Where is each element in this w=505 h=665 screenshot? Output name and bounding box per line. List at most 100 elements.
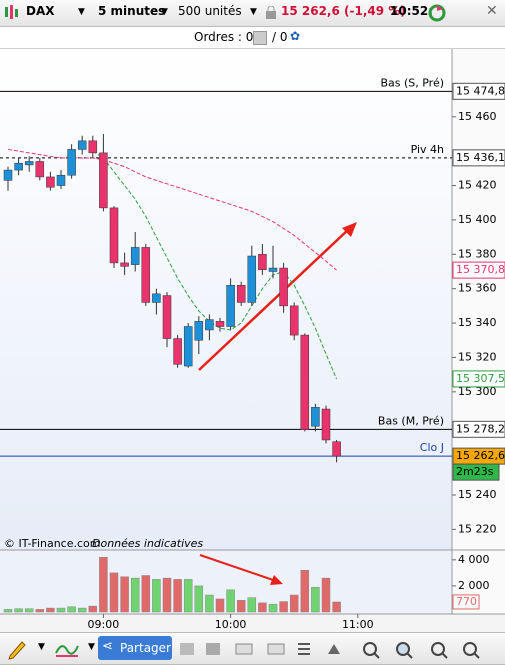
time-axis <box>0 614 505 632</box>
share-button[interactable]: ⋖ Partager <box>98 636 172 660</box>
candle-body <box>14 162 23 171</box>
y-tick-label: 15 360 <box>458 282 497 295</box>
level-name: Piv 4h <box>411 143 444 156</box>
volume-bar <box>88 605 98 613</box>
timeframe[interactable]: 5 minutes <box>98 4 166 18</box>
close-button[interactable]: ✕ <box>486 3 498 19</box>
trend-arrow <box>198 227 351 371</box>
disclaimer: Données indicatives <box>92 537 203 550</box>
volume-bar <box>77 607 87 613</box>
volume-bar <box>46 607 55 613</box>
refresh-icon[interactable] <box>426 3 448 23</box>
candle <box>120 252 129 275</box>
candle <box>194 316 204 355</box>
candle <box>247 245 257 306</box>
candle <box>332 439 341 463</box>
candle <box>183 323 193 368</box>
dropdown-arrow[interactable]: ▼ <box>250 7 257 17</box>
pencil-tool[interactable] <box>6 638 28 660</box>
orders-bar: Ordres : 0 / 0 ✿ <box>0 27 505 49</box>
candle <box>279 262 288 313</box>
arrow-head <box>270 575 283 585</box>
y-tick-label: 15 320 <box>458 350 497 363</box>
candle-body <box>332 441 341 457</box>
volume-bar <box>141 575 151 613</box>
candle-body <box>109 207 119 264</box>
candle <box>46 171 55 191</box>
candle-body <box>35 161 45 178</box>
candle-body <box>3 169 13 181</box>
instrument[interactable]: DAX <box>26 4 55 18</box>
clock: 10:52: <box>390 4 433 18</box>
volume-bar <box>67 606 76 613</box>
candle <box>88 135 98 159</box>
volume-bar <box>258 602 267 613</box>
tool-icons[interactable] <box>178 640 498 660</box>
candle <box>109 206 119 269</box>
quote: 15 262,6 (-1,49 %) <box>281 4 406 18</box>
countdown: 2m23s <box>456 465 494 478</box>
candle-body <box>67 149 76 176</box>
candle <box>77 135 87 155</box>
candle-body <box>268 267 278 272</box>
level-tag-label: 15 436,1 <box>456 151 505 164</box>
volume-tick-label: 4 000 <box>458 553 490 566</box>
dropdown-arrow[interactable]: ▼ <box>161 7 168 17</box>
volume-bar <box>194 585 204 613</box>
volume-bar <box>311 586 320 613</box>
candle <box>162 292 172 348</box>
dropdown-arrow[interactable]: ▼ <box>38 642 45 652</box>
share-label: Partager <box>120 641 171 655</box>
dropdown-arrow[interactable]: ▼ <box>88 642 95 652</box>
share-icon: ⋖ <box>102 639 113 654</box>
x-tick-label: 11:00 <box>342 618 374 631</box>
orders-icon[interactable] <box>253 31 267 45</box>
candle-body <box>226 284 235 327</box>
volume-bar <box>289 594 299 613</box>
candle-body <box>56 174 66 186</box>
settings-icon[interactable]: ✿ <box>290 29 301 43</box>
candle <box>152 288 161 315</box>
volume-bar <box>247 597 257 613</box>
volume-bar <box>56 607 66 613</box>
units[interactable]: 500 unités <box>178 4 242 18</box>
y-tick-label: 15 420 <box>458 179 497 192</box>
volume-arrow <box>199 554 277 582</box>
level-tag-label: 15 262,6 <box>456 449 505 462</box>
ma-tag <box>452 370 505 388</box>
candle-body <box>141 247 151 303</box>
volume-bar <box>99 556 108 613</box>
moving-average <box>92 150 338 380</box>
indicator-tool[interactable] <box>54 638 80 660</box>
price-axis <box>452 49 505 614</box>
candle <box>311 403 320 432</box>
dropdown-arrow[interactable]: ▼ <box>78 7 85 17</box>
volume-bar <box>279 601 288 613</box>
lock-icon <box>266 6 276 19</box>
volume-bar <box>215 598 225 613</box>
volume-bar <box>205 594 214 613</box>
candle-body <box>24 161 34 166</box>
candle <box>300 333 310 432</box>
plot-background <box>0 49 452 550</box>
volume-background <box>0 550 452 614</box>
y-tick-label: 15 400 <box>458 213 497 226</box>
volume-bar <box>236 600 246 613</box>
candle <box>173 335 182 368</box>
candle-body <box>46 176 55 188</box>
moving-average <box>7 148 337 271</box>
annotations <box>198 222 357 585</box>
candle-body <box>289 305 299 336</box>
volume-bar <box>226 589 235 613</box>
candle <box>141 243 151 306</box>
candle <box>321 405 331 444</box>
candle <box>236 281 246 306</box>
bottom-toolbar: ▼ ▼ ⋖ Partager <box>0 632 505 665</box>
candle <box>24 156 34 172</box>
level-tag <box>452 82 505 100</box>
orders-label: Ordres : 0 <box>194 30 254 44</box>
level-tag <box>452 420 505 438</box>
candle-body <box>300 334 310 430</box>
chart-icon[interactable] <box>4 3 20 23</box>
volume-bar <box>332 601 341 613</box>
